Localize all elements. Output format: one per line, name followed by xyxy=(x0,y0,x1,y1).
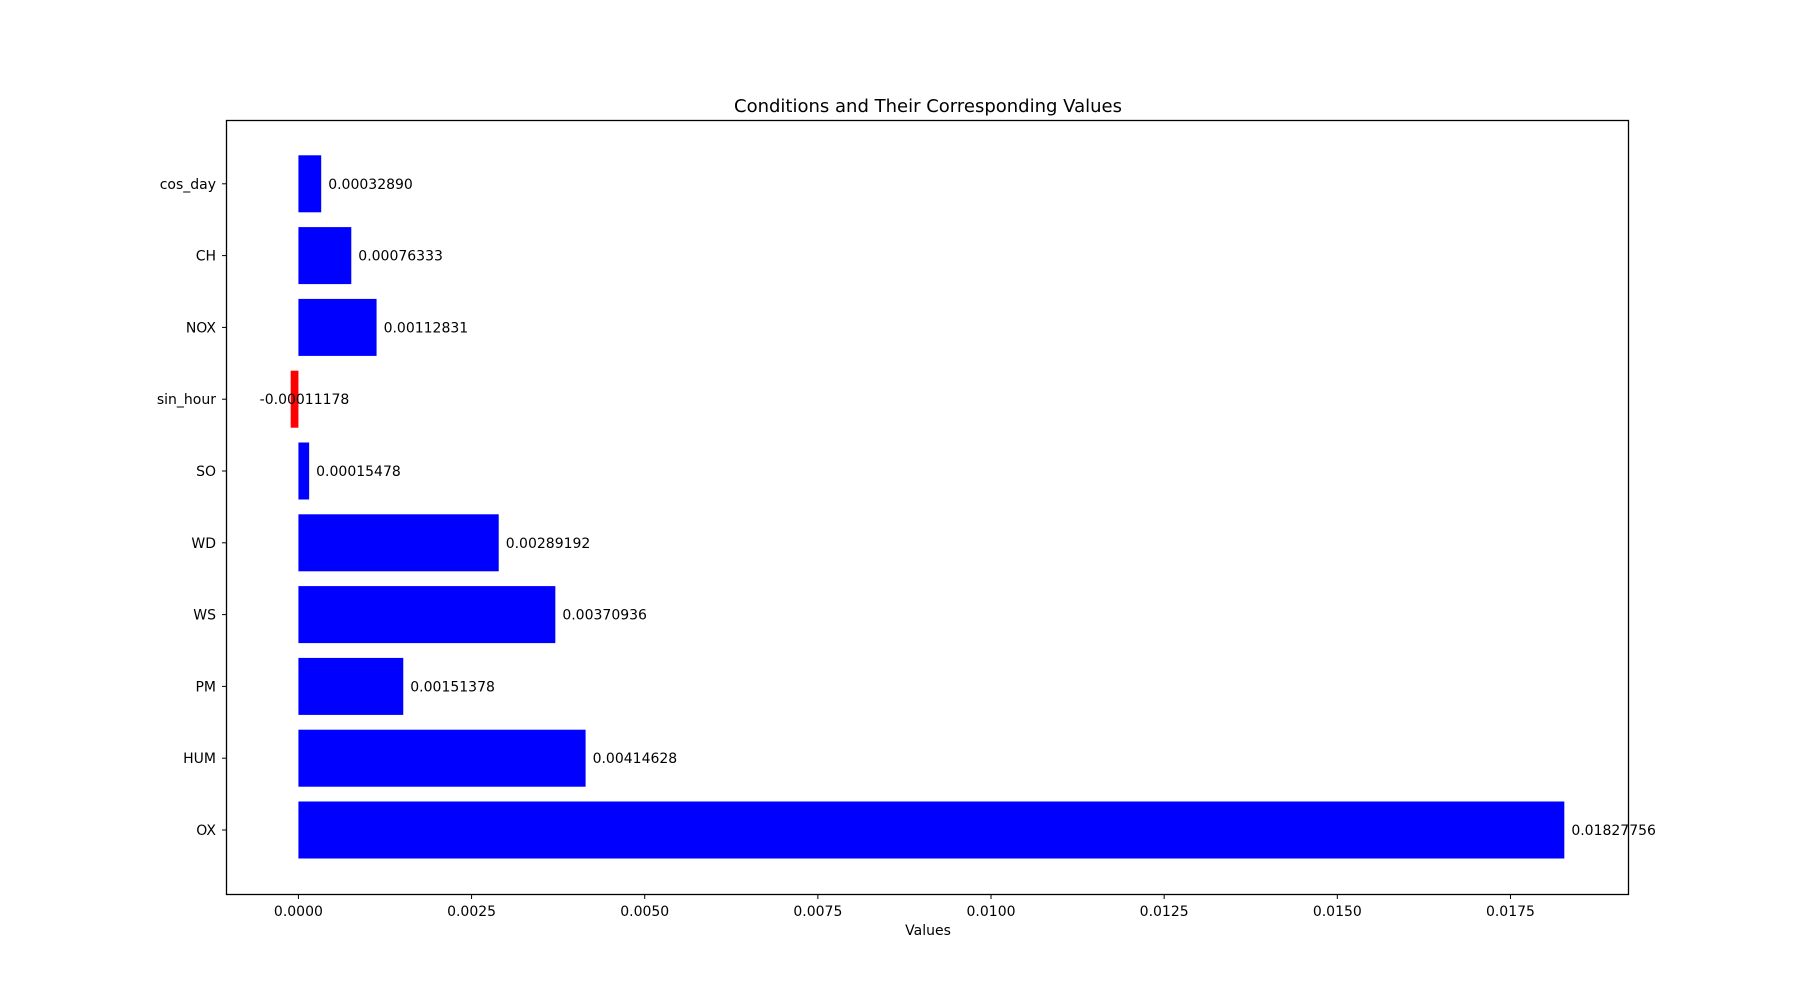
data-label-WD: 0.00289192 xyxy=(506,536,591,552)
x-axis-label: Values xyxy=(905,923,951,939)
data-label-SO: 0.00015478 xyxy=(316,464,401,480)
y-tick-label-WS: WS xyxy=(193,608,216,624)
x-tick-label: 0.0050 xyxy=(620,904,669,920)
data-label-CH: 0.00076333 xyxy=(358,249,443,265)
y-tick-label-HUM: HUM xyxy=(183,751,216,767)
data-label-PM: 0.00151378 xyxy=(410,679,495,695)
bar-cos_day xyxy=(298,155,322,213)
x-tick-label: 0.0125 xyxy=(1140,904,1189,920)
y-tick-label-WD: WD xyxy=(191,536,216,552)
x-tick-label: 0.0100 xyxy=(967,904,1016,920)
data-label-cos_day: 0.00032890 xyxy=(328,177,413,193)
y-tick-label-PM: PM xyxy=(195,679,216,695)
y-tick-label-NOX: NOX xyxy=(186,320,217,336)
data-label-HUM: 0.00414628 xyxy=(593,751,678,767)
bar-WS xyxy=(298,586,556,644)
bar-NOX xyxy=(298,298,377,356)
bar-CH xyxy=(298,227,352,285)
x-tick-label: 0.0025 xyxy=(447,904,496,920)
data-label-WS: 0.00370936 xyxy=(562,608,647,624)
bars-layer xyxy=(290,155,1565,859)
y-tick-label-CH: CH xyxy=(196,249,216,265)
data-label-sin_hour: -0.00011178 xyxy=(260,392,350,408)
y-tick-label-sin_hour: sin_hour xyxy=(157,392,216,408)
bar-sin_hour xyxy=(290,370,299,428)
x-tick-label: 0.0150 xyxy=(1313,904,1362,920)
plot-area-frame xyxy=(225,119,1630,896)
y-tick-label-cos_day: cos_day xyxy=(160,177,216,193)
y-tick-label-OX: OX xyxy=(196,823,216,839)
bar-WD xyxy=(298,514,499,572)
x-tick-label: 0.0175 xyxy=(1486,904,1535,920)
bar-SO xyxy=(298,442,310,500)
data-labels-layer: 0.01827756 0.00414628 0.00151378 0.00370936… xyxy=(260,177,1656,839)
y-axis: OX HUM PM WS WD SO sin_hour NOX CH cos_day xyxy=(157,177,227,839)
x-axis: 0.0000 0.0025 0.0050 0.0075 0.0100 0.0125 0.01… xyxy=(274,894,1535,920)
x-tick-label: 0.0075 xyxy=(793,904,842,920)
data-label-NOX: 0.00112831 xyxy=(384,320,469,336)
y-tick-label-SO: SO xyxy=(196,464,216,480)
data-label-OX: 0.01827756 xyxy=(1571,823,1656,839)
bar-HUM xyxy=(298,729,586,787)
bar-PM xyxy=(298,657,404,715)
bar-OX xyxy=(298,801,1565,859)
x-tick-label: 0.0000 xyxy=(274,904,323,920)
chart-title: Conditions and Their Corresponding Value… xyxy=(734,96,1122,117)
